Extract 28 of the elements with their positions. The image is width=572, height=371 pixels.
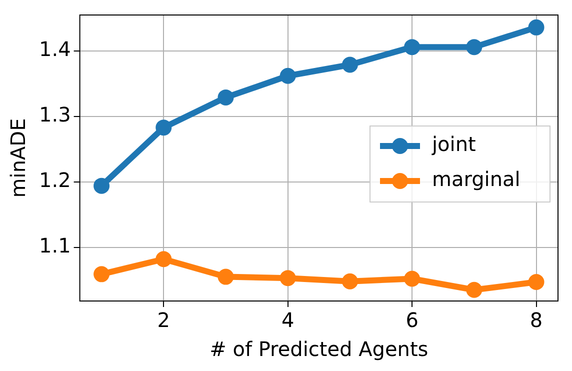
y-tick-label: 1.3 <box>38 102 71 127</box>
point <box>156 120 172 136</box>
point <box>94 178 110 194</box>
point <box>218 89 234 106</box>
point <box>466 282 482 298</box>
point <box>156 251 172 268</box>
point <box>404 39 420 56</box>
point <box>342 273 358 290</box>
x-tick-label: 4 <box>281 308 294 332</box>
y-tick-label: 1.4 <box>38 37 71 62</box>
x-tick-label: 2 <box>157 308 170 332</box>
y-tick-label: 1.2 <box>38 168 71 192</box>
point <box>280 68 296 84</box>
point <box>404 270 420 287</box>
point <box>342 56 358 73</box>
point <box>466 39 482 56</box>
y-tick-label: 1.1 <box>38 234 71 258</box>
x-tick-label: 6 <box>406 308 418 332</box>
x-tick-label: 8 <box>530 308 543 332</box>
point <box>94 266 110 282</box>
point <box>528 274 544 290</box>
legend-label: marginal <box>432 167 520 192</box>
x-axis-title: # of Predicted Agents <box>210 337 428 362</box>
legend-label: joint <box>431 132 476 156</box>
y-axis-title: minADE <box>6 118 30 198</box>
point <box>528 19 544 36</box>
point <box>280 270 296 286</box>
point <box>218 268 234 285</box>
